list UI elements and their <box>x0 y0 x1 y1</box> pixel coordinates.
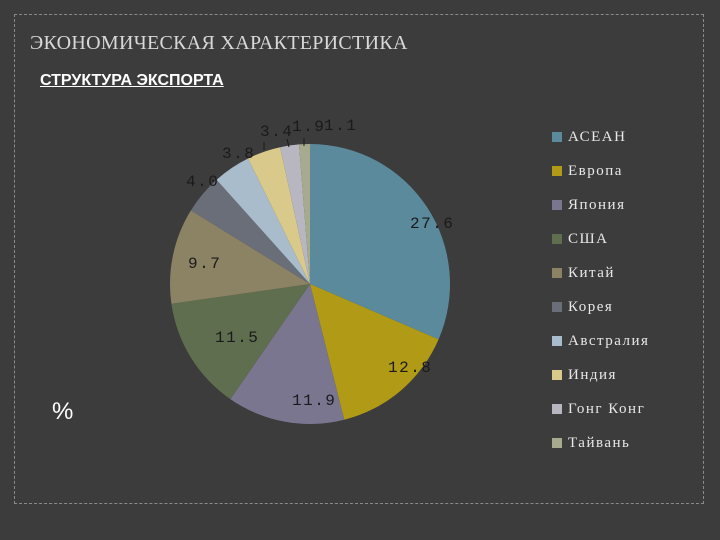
legend-label: АСЕАН <box>568 128 627 145</box>
legend-label: Австралия <box>568 332 650 349</box>
data-label: 3.8 <box>222 145 255 163</box>
legend-label: Китай <box>568 264 615 281</box>
pie-slice <box>190 179 310 284</box>
legend-label: Япония <box>568 196 626 213</box>
legend-item: Гонг Конг <box>552 392 712 426</box>
pie-slice <box>170 210 310 304</box>
pie-slice <box>310 284 439 420</box>
legend-swatch <box>552 200 562 210</box>
legend-swatch <box>552 234 562 244</box>
pie-slice <box>230 284 345 425</box>
data-label: 1.9 <box>292 118 325 136</box>
legend-label: Европа <box>568 162 623 179</box>
data-label: 27.6 <box>410 215 454 233</box>
pie-slice <box>280 144 310 284</box>
legend-label: США <box>568 230 609 247</box>
legend-swatch <box>552 336 562 346</box>
data-label: 9.7 <box>188 255 221 273</box>
data-label: 11.9 <box>292 392 336 410</box>
legend-label: Корея <box>568 298 614 315</box>
legend-swatch <box>552 404 562 414</box>
legend-item: Китай <box>552 256 712 290</box>
page-title: ЭКОНОМИЧЕСКАЯ ХАРАКТЕРИСТИКА <box>30 32 408 54</box>
legend-swatch <box>552 370 562 380</box>
data-label: 12.8 <box>388 359 432 377</box>
legend-swatch <box>552 438 562 448</box>
legend-item: Тайвань <box>552 426 712 460</box>
legend-swatch <box>552 268 562 278</box>
legend-item: Европа <box>552 154 712 188</box>
legend-swatch <box>552 166 562 176</box>
chart-legend: АСЕАН Европа Япония США Китай Корея Австралия И… <box>552 120 712 460</box>
data-label: 4.0 <box>186 173 219 191</box>
pie-slice <box>310 144 451 340</box>
unit-label: % <box>52 398 74 425</box>
legend-item: Индия <box>552 358 712 392</box>
legend-label: Тайвань <box>568 434 631 451</box>
data-label: 11.5 <box>215 329 259 347</box>
pie-slice <box>248 147 310 284</box>
legend-item: Корея <box>552 290 712 324</box>
legend-swatch <box>552 132 562 142</box>
legend-label: Индия <box>568 366 617 383</box>
legend-label: Гонг Конг <box>568 400 646 417</box>
legend-item: Япония <box>552 188 712 222</box>
leader-line <box>286 138 290 148</box>
legend-item: АСЕАН <box>552 120 712 154</box>
legend-item: США <box>552 222 712 256</box>
data-label: 3.4 <box>260 123 293 141</box>
chart-subtitle: СТРУКТУРА ЭКСПОРТА <box>40 72 224 89</box>
legend-swatch <box>552 302 562 312</box>
pie-slice <box>171 284 310 400</box>
pie-slice <box>298 143 310 284</box>
data-label: 1.1 <box>324 117 357 135</box>
slide-frame <box>14 14 704 504</box>
pie-slice <box>216 158 310 284</box>
legend-item: Австралия <box>552 324 712 358</box>
